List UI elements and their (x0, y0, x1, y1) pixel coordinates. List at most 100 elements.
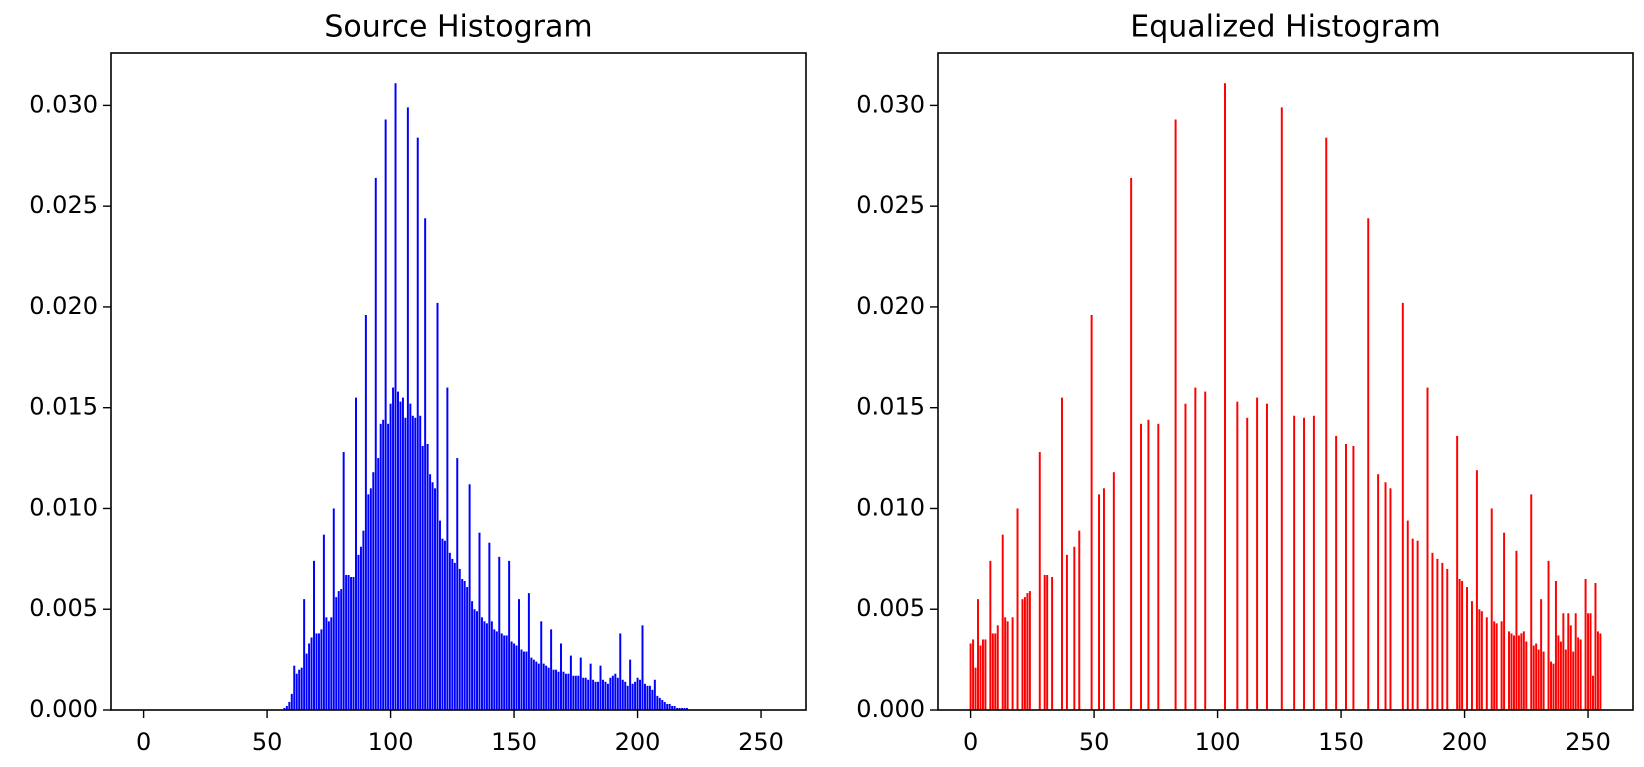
y-tick-label: 0.000 (856, 695, 925, 723)
bar (315, 633, 318, 710)
bar (1557, 635, 1560, 710)
bar (634, 681, 637, 710)
bar (636, 677, 639, 710)
bar (535, 661, 538, 710)
bar (1006, 621, 1009, 710)
bar (290, 693, 293, 710)
x-tick-label: 50 (1079, 728, 1110, 756)
bar (404, 417, 407, 710)
bar (676, 707, 679, 710)
bar (401, 397, 404, 710)
bar (557, 671, 560, 710)
bar (293, 665, 296, 710)
bar (1441, 562, 1444, 710)
bar (518, 599, 520, 710)
bar (572, 675, 575, 710)
x-tick-label: 50 (252, 728, 283, 756)
bar (1060, 397, 1063, 710)
bar (1426, 387, 1429, 710)
y-tick-label: 0.010 (29, 493, 98, 521)
bar (332, 508, 335, 710)
bar (357, 554, 360, 710)
bar (305, 653, 308, 710)
bar (1532, 645, 1535, 710)
bar (1312, 415, 1315, 710)
bar (574, 675, 577, 710)
bar (1389, 488, 1392, 710)
bar (555, 669, 558, 710)
bar (364, 314, 367, 710)
y-tick-label: 0.000 (29, 695, 98, 723)
bar (421, 445, 424, 710)
bar (567, 673, 570, 710)
bar (515, 645, 518, 710)
bar (1021, 599, 1024, 710)
bar (1515, 550, 1518, 710)
bar (374, 177, 377, 710)
bar (1572, 651, 1575, 710)
bar (426, 443, 429, 710)
bar (1001, 534, 1004, 710)
bar (1596, 631, 1599, 710)
bar (490, 621, 493, 710)
x-tick-label: 100 (368, 728, 414, 756)
bar (387, 423, 390, 710)
bar (322, 534, 325, 710)
bar (308, 643, 311, 710)
bar (653, 679, 656, 710)
bar (505, 635, 508, 710)
bar (317, 633, 320, 710)
bar (1436, 558, 1439, 710)
bar (629, 659, 632, 710)
bar (1280, 107, 1283, 710)
bar (542, 663, 545, 710)
chart-title: Source Histogram (324, 10, 592, 45)
bar (658, 697, 661, 710)
bar (1480, 611, 1483, 710)
x-tick-label: 0 (963, 728, 978, 756)
bar (656, 695, 659, 710)
bar (1004, 617, 1007, 710)
bar (668, 703, 671, 710)
bar (991, 633, 994, 710)
bar (1446, 568, 1449, 710)
bar (480, 617, 483, 710)
bar (355, 397, 357, 710)
bar (648, 685, 651, 710)
bar (493, 629, 496, 710)
bar (1073, 546, 1076, 710)
bar (626, 685, 629, 710)
bar (397, 391, 399, 710)
bar (604, 681, 607, 710)
bar (1140, 423, 1143, 710)
bar (379, 423, 382, 710)
bar (1335, 435, 1338, 710)
bar (525, 651, 528, 710)
bar (369, 488, 372, 710)
bar (1377, 474, 1380, 710)
bar (1157, 423, 1160, 710)
bar (1517, 635, 1520, 710)
axes-frame (937, 52, 1634, 711)
bar (1431, 552, 1434, 710)
bar (579, 657, 582, 710)
bar (560, 643, 562, 710)
y-tick-label: 0.005 (856, 594, 925, 622)
y-tick-label: 0.030 (29, 90, 98, 118)
bar (1194, 387, 1197, 710)
bar (545, 665, 548, 710)
bar (569, 655, 572, 710)
bar (1352, 445, 1355, 710)
bar (325, 617, 328, 710)
y-tick-label: 0.025 (856, 191, 925, 219)
bar (589, 663, 592, 710)
bar (451, 558, 454, 710)
bar (1550, 661, 1552, 710)
bar (485, 623, 488, 710)
bar (327, 621, 330, 710)
bar (616, 677, 619, 710)
bar (614, 673, 617, 710)
bar (1406, 520, 1409, 710)
bar (1046, 574, 1049, 710)
bar (468, 484, 471, 710)
